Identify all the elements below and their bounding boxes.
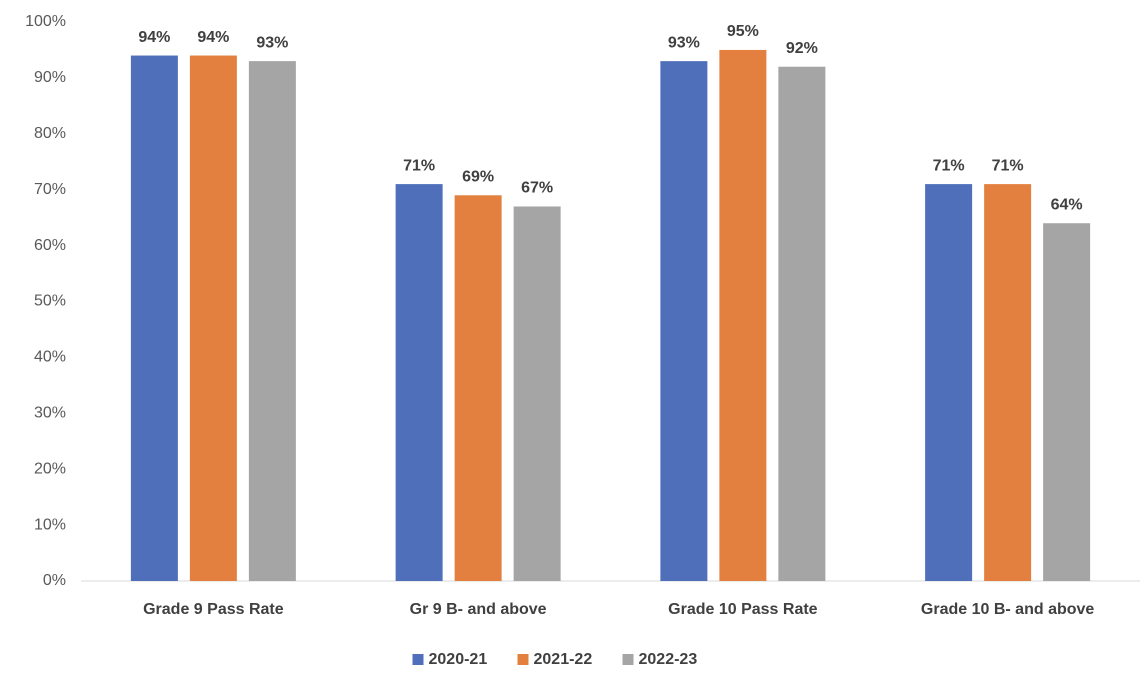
bar	[778, 66, 826, 582]
bar	[660, 61, 708, 581]
bar	[395, 184, 443, 582]
y-tick-label: 50%	[34, 293, 66, 310]
bar	[925, 184, 973, 582]
x-tick-label: Grade 10 Pass Rate	[668, 601, 818, 618]
y-tick-label: 30%	[34, 405, 66, 422]
bar	[248, 61, 296, 581]
data-label: 69%	[462, 169, 494, 186]
y-tick-label: 70%	[34, 181, 66, 198]
data-label: 71%	[933, 157, 965, 174]
x-tick-label: Gr 9 B- and above	[410, 601, 547, 618]
legend-swatch	[412, 654, 424, 665]
data-label: 71%	[403, 157, 435, 174]
data-label: 95%	[727, 23, 759, 40]
y-tick-label: 90%	[34, 69, 66, 86]
data-label: 92%	[786, 40, 818, 57]
legend-swatch	[622, 654, 634, 665]
data-label: 94%	[138, 29, 170, 46]
bar	[1043, 223, 1091, 582]
y-tick-label: 100%	[25, 13, 66, 30]
bar	[454, 195, 502, 582]
data-label: 94%	[197, 29, 229, 46]
data-label: 71%	[992, 157, 1024, 174]
data-label: 64%	[1051, 196, 1083, 213]
x-tick-label: Grade 9 Pass Rate	[143, 601, 284, 618]
bar	[513, 206, 561, 581]
bar	[189, 55, 237, 582]
data-label: 93%	[256, 34, 288, 51]
bar	[984, 184, 1032, 582]
bar	[130, 55, 178, 582]
y-tick-label: 60%	[34, 237, 66, 254]
data-label: 93%	[668, 34, 700, 51]
legend-swatch	[517, 654, 529, 665]
y-tick-label: 10%	[34, 516, 66, 533]
data-label: 67%	[521, 180, 553, 197]
x-tick-label: Grade 10 B- and above	[921, 601, 1094, 618]
y-tick-label: 40%	[34, 349, 66, 366]
legend-label: 2020-21	[429, 651, 488, 668]
legend-label: 2022-23	[639, 651, 698, 668]
y-tick-label: 80%	[34, 125, 66, 142]
y-tick-label: 20%	[34, 460, 66, 477]
y-tick-label: 0%	[43, 572, 66, 589]
legend-label: 2021-22	[534, 651, 593, 668]
bar	[719, 49, 767, 581]
